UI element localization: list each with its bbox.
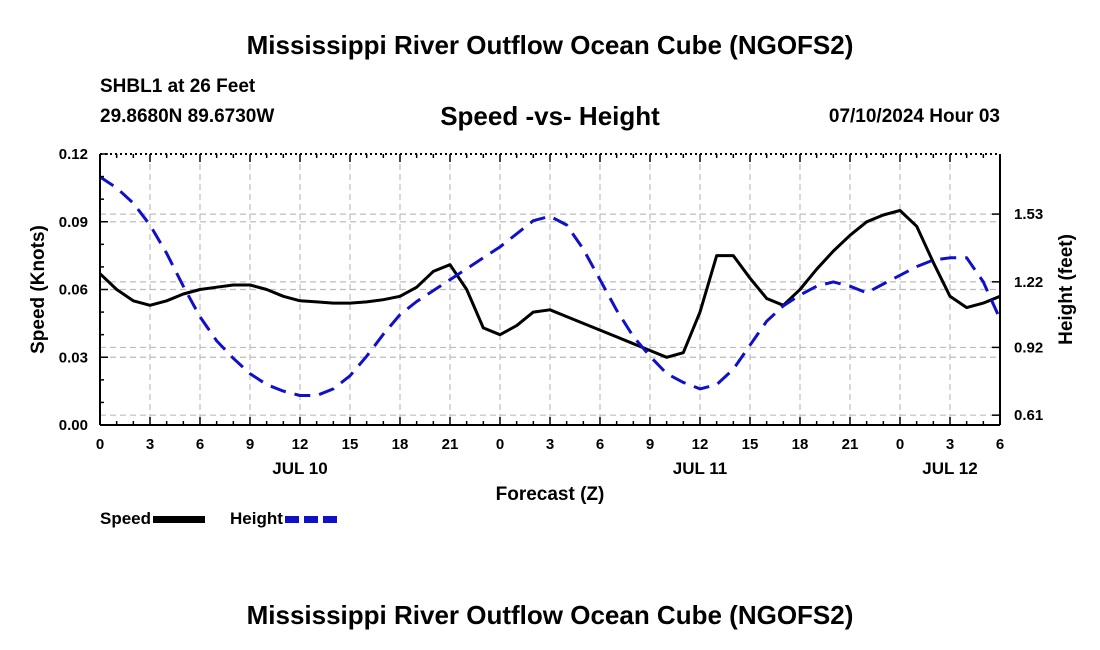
grid xyxy=(100,154,1000,425)
x-tick-label: 9 xyxy=(246,436,254,453)
legend-height: Height xyxy=(230,509,337,529)
forecast-datetime: 07/10/2024 Hour 03 xyxy=(828,106,1000,127)
y-left-tick-label: 0.12 xyxy=(59,146,88,163)
x-tick-label: 0 xyxy=(896,436,904,453)
coordinates-label: 29.8680N 89.6730W xyxy=(100,106,275,127)
y-right-tick-label: 1.53 xyxy=(1014,206,1043,223)
axis-labels: 0 3 6 9 12 15 18 21 0 3 6 9 12 15 18 21 0 3 6 JUL 10 JUL 11 J… xyxy=(28,146,1077,505)
legend-speed-label: Speed xyxy=(100,509,152,528)
x-tick-label: 18 xyxy=(392,436,409,453)
y-left-tick-label: 0.06 xyxy=(59,282,88,299)
x-tick-label: 9 xyxy=(646,436,654,453)
y-axis-left-title: Speed (Knots) xyxy=(28,225,49,354)
y-right-tick-label: 0.92 xyxy=(1014,339,1043,356)
legend-height-swatch xyxy=(284,515,337,523)
x-tick-label: 18 xyxy=(792,436,809,453)
series-line-speed xyxy=(98,209,1001,359)
x-tick-label: 12 xyxy=(292,436,309,453)
y-right-tick-label: 1.22 xyxy=(1014,274,1043,291)
x-day-label: JUL 10 xyxy=(272,459,327,478)
legend-height-label: Height xyxy=(230,509,283,528)
chart-subtitle: Speed -vs- Height xyxy=(440,101,660,131)
x-tick-label: 0 xyxy=(96,436,104,453)
x-day-label: JUL 12 xyxy=(922,459,977,478)
x-tick-label: 12 xyxy=(692,436,709,453)
x-axis-title: Forecast (Z) xyxy=(496,484,605,505)
x-tick-label: 15 xyxy=(742,436,759,453)
tick-marks xyxy=(99,153,1001,426)
y-left-tick-label: 0.00 xyxy=(59,417,88,434)
x-tick-label: 6 xyxy=(196,436,204,453)
x-tick-label: 21 xyxy=(842,436,859,453)
station-label: SHBL1 at 26 Feet xyxy=(100,76,256,97)
x-tick-label: 3 xyxy=(946,436,954,453)
series-line-height xyxy=(99,175,1002,397)
x-tick-label: 6 xyxy=(996,436,1004,453)
x-tick-label: 3 xyxy=(146,436,154,453)
y-left-tick-label: 0.09 xyxy=(59,214,88,231)
x-tick-label: 6 xyxy=(596,436,604,453)
chart-title: Mississippi River Outflow Ocean Cube (NG… xyxy=(246,30,854,60)
legend-speed-swatch xyxy=(153,515,206,523)
series-layer xyxy=(98,175,1002,397)
x-tick-label: 0 xyxy=(496,436,504,453)
legend-speed: Speed xyxy=(100,509,206,529)
x-tick-label: 21 xyxy=(442,436,459,453)
x-day-label: JUL 11 xyxy=(673,459,728,478)
y-left-tick-label: 0.03 xyxy=(59,349,88,366)
y-axis-right-title: Height (feet) xyxy=(1056,234,1077,345)
y-right-tick-label: 0.61 xyxy=(1014,407,1043,424)
x-tick-label: 3 xyxy=(546,436,554,453)
footer-title: Mississippi River Outflow Ocean Cube (NG… xyxy=(246,600,854,630)
x-tick-label: 15 xyxy=(342,436,359,453)
